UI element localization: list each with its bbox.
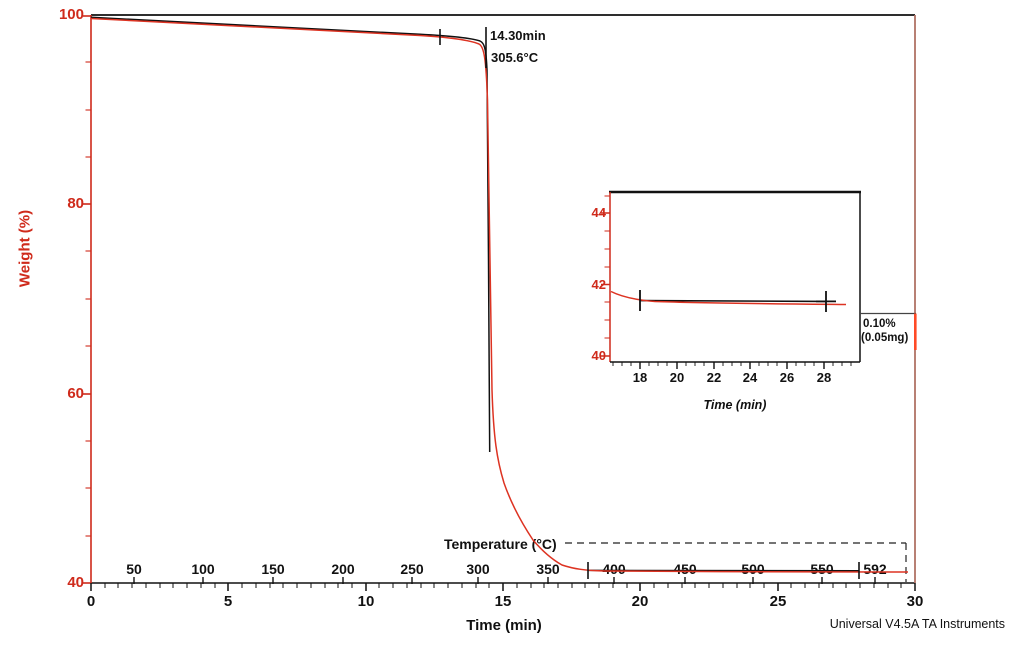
inset-x-tick-22: 22	[706, 370, 722, 385]
y-tick-100: 100	[58, 6, 84, 23]
annotation-weight-change-mg: (0.05mg)	[861, 332, 909, 344]
temp-tick-500: 500	[741, 561, 765, 577]
x-tick-20: 20	[631, 593, 649, 610]
x-tick-30: 30	[906, 593, 924, 610]
temp-tick-300: 300	[466, 561, 490, 577]
instrument-footer: Universal V4.5A TA Instruments	[829, 617, 1005, 631]
x-tick-5: 5	[223, 593, 233, 610]
analysis-marker-ticks	[439, 27, 860, 579]
temp-tick-450: 450	[673, 561, 697, 577]
y-tick-80: 80	[67, 195, 84, 212]
inset-weight-curve	[610, 290, 847, 306]
weight-axis-ticks	[83, 15, 91, 584]
temp-tick-200: 200	[331, 561, 355, 577]
y-tick-60: 60	[67, 385, 84, 402]
x-axis-title: Time (min)	[466, 617, 542, 634]
temperature-axis-title: Temperature (°C)	[444, 536, 557, 552]
y-axis-title: Weight (%)	[16, 209, 34, 288]
inset-plot	[601, 190, 861, 369]
x-tick-10: 10	[357, 593, 375, 610]
inset-x-tick-28: 28	[816, 370, 832, 385]
temp-tick-592: 592	[863, 561, 887, 577]
annotation-drop-time: 14.30min	[490, 28, 546, 43]
x-tick-25: 25	[769, 593, 787, 610]
plot-frame	[90, 14, 916, 584]
inset-x-tick-24: 24	[742, 370, 758, 385]
temp-tick-550: 550	[810, 561, 834, 577]
inset-marker-ticks	[639, 290, 836, 312]
temp-tick-350: 350	[536, 561, 560, 577]
weight-analysis-curve	[90, 16, 491, 453]
annotation-drop-temp: 305.6°C	[491, 50, 539, 65]
inset-y-tick-44: 44	[591, 205, 606, 220]
inset-x-axis-title: Time (min)	[703, 398, 767, 412]
inset-x-tick-18: 18	[632, 370, 648, 385]
weight-curve	[90, 17, 909, 573]
temp-tick-400: 400	[602, 561, 626, 577]
temp-tick-100: 100	[191, 561, 215, 577]
inset-y-tick-40: 40	[591, 348, 606, 363]
annotation-weight-change-pct: 0.10%	[863, 318, 896, 330]
inset-x-tick-20: 20	[669, 370, 685, 385]
inset-x-tick-26: 26	[779, 370, 795, 385]
time-axis-ticks	[90, 583, 916, 591]
x-tick-0: 0	[86, 593, 96, 610]
inset-analysis-segment	[639, 299, 827, 303]
temperature-axis-ticks	[133, 577, 876, 584]
temp-tick-250: 250	[400, 561, 424, 577]
temp-tick-50: 50	[126, 561, 142, 577]
x-tick-15: 15	[494, 593, 512, 610]
y-tick-40: 40	[67, 574, 84, 591]
inset-y-tick-42: 42	[591, 277, 606, 292]
temp-tick-150: 150	[261, 561, 285, 577]
